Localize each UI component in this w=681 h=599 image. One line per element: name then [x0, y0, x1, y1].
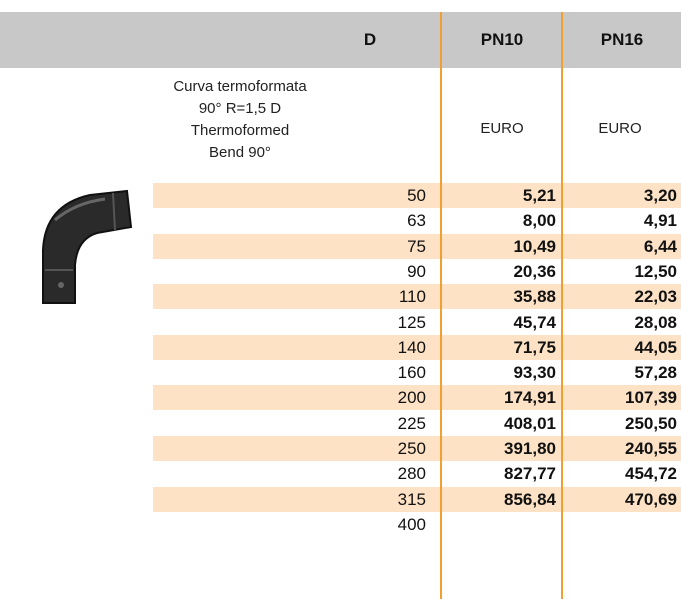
table-cell: 4,91	[562, 208, 677, 233]
column-divider	[561, 12, 563, 599]
table-cell: 140	[153, 335, 426, 360]
table-cell: 400	[153, 512, 426, 537]
unit-pn10: EURO	[442, 120, 562, 137]
table-cell: 225	[153, 411, 426, 436]
table-cell: 71,75	[441, 335, 556, 360]
table-cell: 8,00	[441, 208, 556, 233]
table-cell: 174,91	[441, 385, 556, 410]
table-cell: 470,69	[562, 487, 677, 512]
header-pn16: PN16	[563, 12, 681, 68]
table-cell: 3,20	[562, 183, 677, 208]
table-cell: 827,77	[441, 461, 556, 486]
description-line: 90° R=1,5 D	[150, 98, 330, 120]
table-cell: 408,01	[441, 411, 556, 436]
table-cell: 20,36	[441, 259, 556, 284]
header-pn10: PN10	[442, 12, 562, 68]
table-cell: 35,88	[441, 284, 556, 309]
product-image	[15, 175, 145, 310]
table-cell: 315	[153, 487, 426, 512]
page: {"header": {"d": "D", "pn10": "PN10", "p…	[0, 0, 681, 599]
table-cell: 57,28	[562, 360, 677, 385]
table-cell: 44,05	[562, 335, 677, 360]
table-cell: 250,50	[562, 411, 677, 436]
table-cell: 110	[153, 284, 426, 309]
table-cell: 6,44	[562, 234, 677, 259]
table-cell: 12,50	[562, 259, 677, 284]
header-d: D	[340, 12, 400, 68]
description-line: Curva termoformata	[150, 76, 330, 98]
unit-pn16: EURO	[560, 120, 680, 137]
table-cell: 10,49	[441, 234, 556, 259]
table-cell: 200	[153, 385, 426, 410]
table-cell: 856,84	[441, 487, 556, 512]
table-cell: 125	[153, 310, 426, 335]
table-cell: 75	[153, 234, 426, 259]
table-cell: 391,80	[441, 436, 556, 461]
column-divider	[440, 12, 442, 599]
table-cell: 280	[153, 461, 426, 486]
table-cell: 5,21	[441, 183, 556, 208]
table-cell: 240,55	[562, 436, 677, 461]
table-cell: 28,08	[562, 310, 677, 335]
table-cell: 93,30	[441, 360, 556, 385]
table-cell: 90	[153, 259, 426, 284]
description-line: Bend 90°	[150, 142, 330, 164]
table-cell: 45,74	[441, 310, 556, 335]
table-row: 400	[153, 512, 681, 537]
table-cell: 107,39	[562, 385, 677, 410]
table-cell: 454,72	[562, 461, 677, 486]
description-line: Thermoformed	[150, 120, 330, 142]
table-cell: 250	[153, 436, 426, 461]
table-cell: 50	[153, 183, 426, 208]
table-cell: 22,03	[562, 284, 677, 309]
table-cell: 63	[153, 208, 426, 233]
table-cell: 160	[153, 360, 426, 385]
